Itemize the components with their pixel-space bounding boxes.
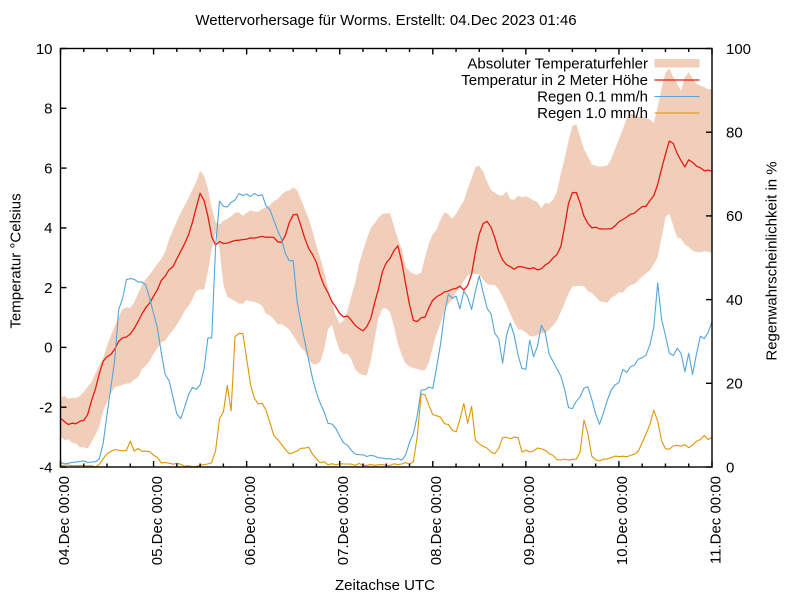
svg-text:06.Dec 00:00: 06.Dec 00:00	[242, 476, 259, 565]
svg-text:09.Dec 00:00: 09.Dec 00:00	[521, 476, 538, 565]
svg-text:0: 0	[726, 459, 734, 476]
svg-text:Regen 1.0 mm/h: Regen 1.0 mm/h	[537, 105, 648, 122]
svg-text:20: 20	[726, 376, 743, 393]
svg-text:60: 60	[726, 208, 743, 225]
svg-text:Regenwahrscheinlichkeit in %: Regenwahrscheinlichkeit in %	[764, 161, 781, 360]
svg-text:8: 8	[44, 101, 52, 118]
svg-text:10.Dec 00:00: 10.Dec 00:00	[614, 476, 631, 565]
svg-text:07.Dec 00:00: 07.Dec 00:00	[335, 476, 352, 565]
svg-text:100: 100	[726, 41, 751, 58]
svg-text:2: 2	[44, 280, 52, 297]
svg-text:Wettervorhersage für Worms. Er: Wettervorhersage für Worms. Erstellt: 04…	[195, 12, 576, 29]
svg-text:-2: -2	[39, 400, 52, 417]
svg-text:6: 6	[44, 160, 52, 177]
svg-text:11.Dec 00:00: 11.Dec 00:00	[707, 476, 724, 564]
svg-text:04.Dec 00:00: 04.Dec 00:00	[56, 476, 73, 565]
svg-text:Zeitachse UTC: Zeitachse UTC	[335, 577, 435, 594]
svg-text:Temperatur °Celsius: Temperatur °Celsius	[8, 193, 25, 328]
svg-text:4: 4	[44, 220, 52, 237]
svg-text:-4: -4	[39, 459, 52, 476]
svg-text:Temperatur in 2 Meter Höhe: Temperatur in 2 Meter Höhe	[461, 72, 648, 89]
svg-text:10: 10	[36, 41, 53, 58]
svg-text:Regen 0.1 mm/h: Regen 0.1 mm/h	[537, 89, 648, 106]
svg-text:0: 0	[44, 340, 52, 357]
svg-text:08.Dec 00:00: 08.Dec 00:00	[428, 476, 445, 565]
svg-text:40: 40	[726, 292, 743, 309]
svg-text:05.Dec 00:00: 05.Dec 00:00	[149, 476, 166, 565]
svg-text:Absoluter Temperaturfehler: Absoluter Temperaturfehler	[467, 56, 648, 73]
svg-text:80: 80	[726, 125, 743, 142]
